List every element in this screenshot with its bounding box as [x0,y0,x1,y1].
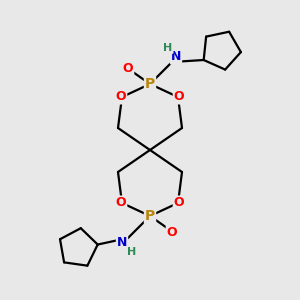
Text: O: O [116,91,126,103]
Text: O: O [174,196,184,209]
Text: O: O [167,226,177,238]
Text: O: O [116,196,126,209]
Text: H: H [128,247,136,257]
Text: N: N [117,236,127,250]
Text: O: O [123,61,133,74]
Text: P: P [145,209,155,223]
Text: P: P [145,77,155,91]
Text: O: O [174,91,184,103]
Text: H: H [164,43,172,53]
Text: N: N [171,50,181,64]
